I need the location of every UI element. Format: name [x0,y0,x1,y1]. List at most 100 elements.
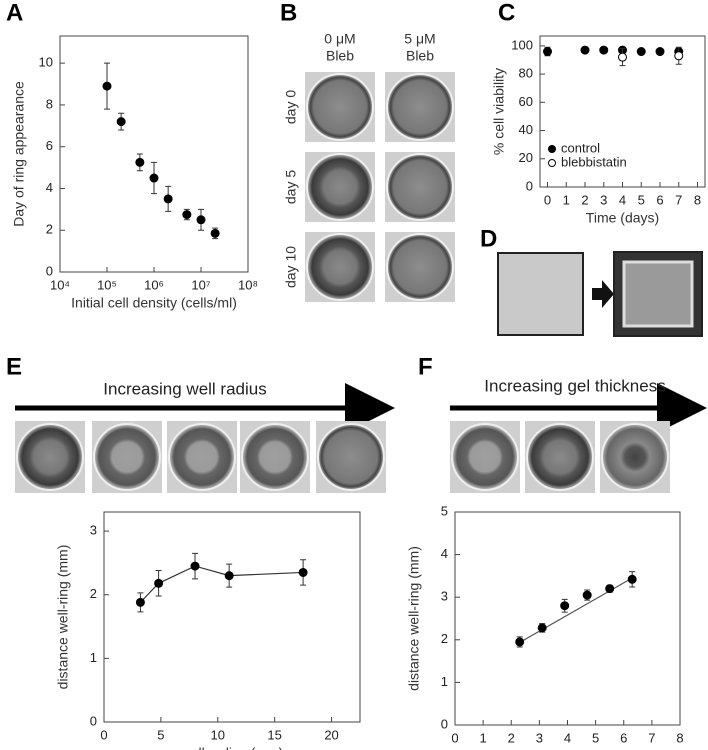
data-point [655,47,665,57]
column-label: Bleb [326,48,354,64]
well [306,153,374,221]
panel-letter: E [6,353,22,380]
data-point [182,210,192,220]
well [168,423,236,491]
x-axis-label: well radius (mm) [180,745,284,750]
legend-marker [548,159,556,167]
column-label: 5 μM [404,31,435,47]
x-tick-label: 6 [620,730,627,745]
y-tick-label: 3 [90,523,97,538]
panel-letter: B [280,0,297,26]
x-tick-label: 4 [564,730,571,745]
x-tick-label: 2 [581,192,588,207]
y-tick-label: 4 [46,180,53,195]
data-point [154,578,164,588]
y-axis-label: Day of ring appearance [11,81,27,227]
x-tick-label: 10 [211,727,225,742]
x-tick-label: 0 [544,192,551,207]
x-tick-label: 1 [563,192,570,207]
data-point [116,117,126,127]
well [241,423,309,491]
data-point [605,584,615,594]
well [386,233,454,301]
x-axis-label: gel thickness (mm) [509,748,626,750]
data-point [674,51,684,61]
x-tick-label: 1 [480,730,487,745]
y-tick-label: 100 [511,37,533,52]
data-point [149,173,159,183]
arrow-text: Increasing gel thickness [484,376,665,395]
gel-photo-inner [622,260,694,328]
y-axis-label: distance well-ring (mm) [55,545,71,690]
panel-letter: D [480,225,497,252]
x-tick-label: 10⁸ [238,277,258,292]
y-tick-label: 2 [90,586,97,601]
data-point [196,215,206,225]
well [93,423,161,491]
y-tick-label: 4 [441,546,448,561]
plot-frame [454,511,681,726]
x-tick-label: 0 [451,730,458,745]
plot-frame [59,35,249,273]
x-tick-label: 20 [324,727,338,742]
gel-photo [497,252,584,336]
data-point [298,567,308,577]
x-tick-label: 10⁴ [50,277,70,292]
y-tick-label: 2 [46,222,53,237]
data-point [224,571,234,581]
x-tick-label: 5 [157,727,164,742]
data-point [210,228,220,238]
data-point [582,590,592,600]
data-point [135,597,145,607]
y-tick-label: 0 [90,713,97,728]
y-axis-label: distance well-ring (mm) [406,546,422,691]
legend-label: blebbistatin [561,154,627,169]
row-label: day 5 [283,170,299,204]
x-axis-label: Initial cell density (cells/ml) [71,295,237,311]
x-axis-label: Time (days) [586,210,659,226]
data-point [543,47,552,57]
y-tick-label: 5 [441,503,448,518]
y-tick-label: 60 [519,94,533,109]
data-point [537,623,547,633]
data-point [627,574,637,584]
row-label: day 0 [283,90,299,124]
x-tick-label: 8 [694,192,701,207]
panel-d [497,251,703,337]
well [306,73,374,141]
row-label: day 10 [283,246,299,288]
data-point [636,47,646,57]
x-tick-label: 10⁷ [191,277,210,292]
y-tick-label: 1 [441,674,448,689]
well [386,73,454,141]
y-tick-label: 6 [46,138,53,153]
y-axis-label: % cell viability [491,68,507,155]
well [317,423,385,491]
arrow [592,280,614,308]
y-tick-label: 0 [526,178,533,193]
x-tick-label: 10⁵ [97,277,117,292]
x-tick-label: 2 [508,730,515,745]
data-point [560,601,570,611]
x-tick-label: 0 [100,727,107,742]
x-tick-label: 10⁶ [144,277,164,292]
panel-letter: C [498,0,515,26]
data-point [135,157,145,167]
y-tick-label: 0 [46,263,53,278]
legend-label: control [561,140,600,155]
column-label: Bleb [406,48,434,64]
x-tick-label: 3 [600,192,607,207]
x-tick-label: 4 [619,192,626,207]
column-label: 0 μM [324,31,355,47]
data-point [190,561,200,571]
data-point [580,45,590,55]
well [16,423,84,491]
legend-marker [548,145,556,153]
x-tick-label: 6 [656,192,663,207]
arrow-text: Increasing well radius [103,379,266,398]
well [306,233,374,301]
y-tick-label: 80 [519,66,533,81]
well [451,423,519,491]
well [386,153,454,221]
